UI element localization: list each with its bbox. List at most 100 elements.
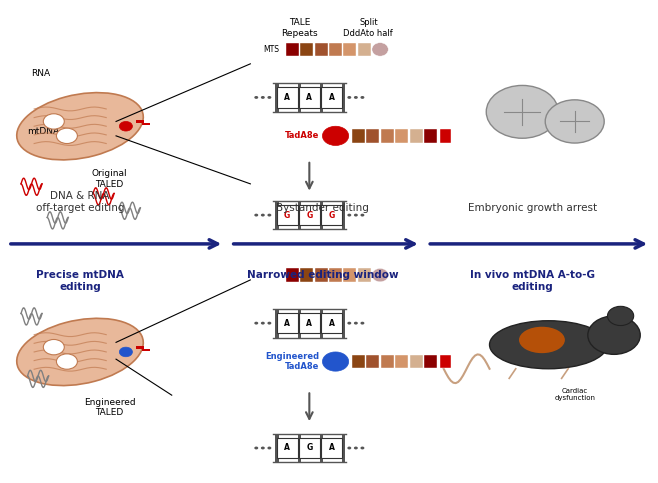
- Ellipse shape: [372, 269, 388, 282]
- Text: A: A: [307, 319, 313, 327]
- Bar: [275, 309, 278, 338]
- Bar: [352, 129, 365, 142]
- FancyBboxPatch shape: [276, 205, 297, 225]
- Bar: [342, 200, 345, 229]
- Bar: [343, 269, 357, 282]
- Circle shape: [354, 213, 358, 216]
- FancyBboxPatch shape: [276, 313, 297, 333]
- Bar: [352, 355, 365, 368]
- Bar: [320, 200, 323, 229]
- FancyBboxPatch shape: [321, 205, 342, 225]
- Text: A: A: [284, 93, 290, 102]
- FancyBboxPatch shape: [299, 205, 320, 225]
- Circle shape: [361, 96, 365, 99]
- Circle shape: [361, 447, 365, 450]
- Text: Original
TALED: Original TALED: [91, 170, 127, 189]
- Ellipse shape: [16, 93, 143, 160]
- Bar: [358, 43, 371, 56]
- Text: Engineered
TALED: Engineered TALED: [84, 398, 136, 417]
- Text: G: G: [284, 211, 290, 220]
- Circle shape: [347, 96, 351, 99]
- Circle shape: [267, 322, 271, 325]
- Circle shape: [119, 347, 132, 357]
- Bar: [300, 43, 313, 56]
- Circle shape: [119, 121, 132, 131]
- Bar: [395, 129, 408, 142]
- Circle shape: [261, 213, 265, 216]
- Bar: [275, 434, 278, 462]
- Bar: [381, 129, 393, 142]
- Bar: [409, 129, 422, 142]
- Bar: [320, 309, 323, 338]
- FancyBboxPatch shape: [276, 438, 297, 458]
- Bar: [275, 200, 278, 229]
- Circle shape: [57, 354, 78, 369]
- Circle shape: [347, 213, 351, 216]
- Circle shape: [347, 322, 351, 325]
- Bar: [440, 129, 451, 142]
- Text: In vivo mtDNA A-to-G
editing: In vivo mtDNA A-to-G editing: [470, 270, 595, 292]
- Circle shape: [261, 96, 265, 99]
- Text: A: A: [329, 443, 334, 453]
- Circle shape: [254, 213, 258, 216]
- Bar: [424, 355, 437, 368]
- Circle shape: [254, 96, 258, 99]
- Bar: [320, 83, 323, 112]
- Text: Narrowed editing window: Narrowed editing window: [247, 270, 398, 280]
- Circle shape: [486, 85, 559, 138]
- Circle shape: [254, 322, 258, 325]
- Bar: [297, 200, 301, 229]
- Circle shape: [43, 114, 64, 129]
- Bar: [342, 309, 345, 338]
- FancyBboxPatch shape: [321, 438, 342, 458]
- Circle shape: [588, 316, 640, 355]
- Bar: [136, 120, 143, 123]
- Bar: [409, 355, 422, 368]
- Text: mtDNA: mtDNA: [28, 127, 60, 136]
- FancyBboxPatch shape: [276, 87, 297, 108]
- Bar: [286, 269, 299, 282]
- Circle shape: [254, 447, 258, 450]
- Circle shape: [267, 213, 271, 216]
- Text: A: A: [307, 93, 313, 102]
- FancyBboxPatch shape: [299, 313, 320, 333]
- Bar: [342, 434, 345, 462]
- Bar: [315, 269, 328, 282]
- Text: DNA & RNA
off-target editing: DNA & RNA off-target editing: [36, 191, 124, 213]
- Circle shape: [261, 447, 265, 450]
- Text: A: A: [329, 93, 334, 102]
- Bar: [381, 355, 393, 368]
- Circle shape: [261, 322, 265, 325]
- Text: TALE
Repeats: TALE Repeats: [281, 18, 318, 38]
- Bar: [315, 43, 328, 56]
- Circle shape: [545, 100, 604, 143]
- Circle shape: [354, 447, 358, 450]
- Bar: [367, 129, 379, 142]
- Bar: [395, 355, 408, 368]
- Bar: [142, 123, 150, 125]
- Text: Cardiac
dysfunction: Cardiac dysfunction: [554, 388, 595, 401]
- Bar: [343, 43, 357, 56]
- Text: A: A: [284, 443, 290, 453]
- Text: A: A: [329, 319, 334, 327]
- FancyBboxPatch shape: [299, 87, 320, 108]
- Text: MTS: MTS: [263, 45, 279, 54]
- Text: G: G: [306, 211, 313, 220]
- Bar: [440, 355, 451, 368]
- Text: TadA8e: TadA8e: [285, 131, 319, 141]
- Bar: [300, 269, 313, 282]
- FancyBboxPatch shape: [299, 438, 320, 458]
- Bar: [297, 434, 301, 462]
- Circle shape: [267, 96, 271, 99]
- Ellipse shape: [519, 327, 565, 353]
- Bar: [320, 434, 323, 462]
- Circle shape: [267, 447, 271, 450]
- Bar: [358, 269, 371, 282]
- Circle shape: [361, 213, 365, 216]
- Text: Bystander editing: Bystander editing: [276, 203, 369, 213]
- Bar: [329, 43, 342, 56]
- Bar: [342, 83, 345, 112]
- Circle shape: [347, 447, 351, 450]
- Bar: [142, 349, 150, 351]
- Text: G: G: [328, 211, 335, 220]
